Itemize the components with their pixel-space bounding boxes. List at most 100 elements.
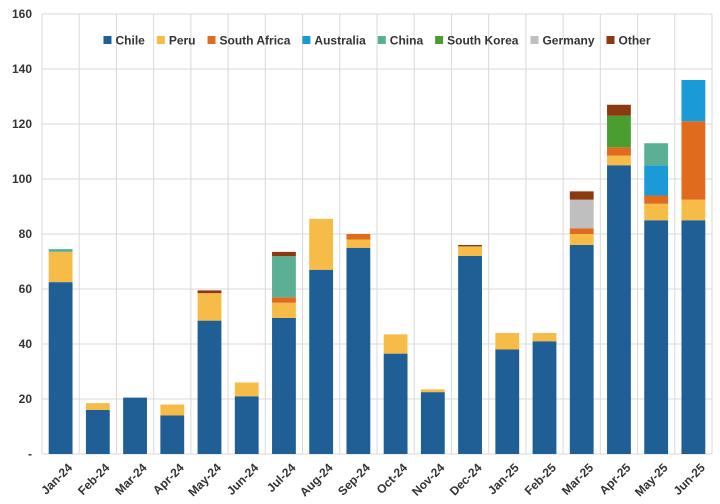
bar-segment-peru bbox=[48, 251, 73, 283]
y-tick-label: 40 bbox=[19, 337, 33, 351]
grid bbox=[41, 13, 713, 455]
bar-segment-chile bbox=[532, 341, 557, 454]
x-tick-label: Jul-24 bbox=[264, 460, 299, 495]
legend: Chile Peru South Africa Australia China South… bbox=[103, 34, 651, 48]
bar-segment-peru bbox=[346, 239, 371, 248]
legend-swatch bbox=[377, 36, 386, 44]
bar-segment-chile bbox=[160, 415, 185, 454]
legend-label: Other bbox=[619, 34, 651, 48]
y-tick-label: 20 bbox=[19, 392, 33, 406]
x-tick-label: Oct-24 bbox=[374, 460, 411, 497]
x-tick-label: Jun-25 bbox=[671, 460, 708, 497]
bar-segment-peru bbox=[569, 234, 594, 245]
bar-segment-south-africa bbox=[569, 228, 594, 234]
y-tick-label: 80 bbox=[19, 227, 33, 241]
x-tick-label: Jun-24 bbox=[224, 460, 261, 497]
bar-segment-australia bbox=[644, 165, 669, 196]
x-tick-label: Jan-24 bbox=[38, 460, 75, 497]
x-tick-label: Mar-25 bbox=[559, 460, 596, 497]
bar-segment-peru bbox=[420, 389, 445, 393]
bar-segment-peru bbox=[607, 155, 631, 166]
legend-swatch bbox=[103, 36, 112, 44]
bar-segment-chile bbox=[85, 410, 110, 454]
bar-segment-chile bbox=[309, 269, 334, 454]
bar-segment-chile bbox=[272, 317, 296, 454]
x-tick-label: Aug-24 bbox=[297, 460, 336, 499]
bars bbox=[48, 80, 706, 454]
x-tick-label: Apr-25 bbox=[597, 460, 634, 497]
bar-segment-peru bbox=[644, 203, 669, 221]
bar-segment-peru bbox=[532, 333, 557, 342]
legend-label: Peru bbox=[169, 34, 196, 48]
bar-segment-chile bbox=[644, 220, 669, 454]
bar-segment-peru bbox=[458, 246, 482, 256]
legend-swatch bbox=[302, 36, 311, 44]
bar-segment-chile bbox=[569, 245, 594, 454]
legend-label: Germany bbox=[542, 34, 594, 48]
bar-segment-chile bbox=[458, 256, 482, 454]
x-tick-label: May-25 bbox=[632, 460, 671, 499]
x-tick-label: Dec-24 bbox=[447, 460, 485, 498]
bar-segment-other bbox=[458, 245, 482, 247]
bar-segment-chile bbox=[234, 396, 259, 454]
x-tick-label: May-24 bbox=[185, 460, 224, 499]
legend-swatch bbox=[530, 36, 539, 44]
bar-segment-peru bbox=[160, 404, 185, 416]
bar-segment-other bbox=[197, 290, 222, 294]
bar-segment-chile bbox=[383, 353, 408, 454]
bar-segment-south-africa bbox=[346, 234, 371, 240]
x-tick-label: Apr-24 bbox=[150, 460, 187, 497]
bar-segment-china bbox=[272, 256, 296, 298]
x-tick-label: Feb-25 bbox=[522, 460, 559, 497]
bar-segment-peru bbox=[85, 403, 110, 410]
y-tick-label: 160 bbox=[12, 7, 32, 21]
y-tick-label: 120 bbox=[12, 117, 32, 131]
x-tick-label: Sep-24 bbox=[335, 460, 373, 498]
bar-segment-germany bbox=[569, 199, 594, 229]
y-tick-label: 140 bbox=[12, 62, 32, 76]
bar-segment-other bbox=[569, 191, 594, 200]
y-tick-label: - bbox=[28, 447, 32, 461]
bar-segment-chile bbox=[495, 349, 520, 454]
bar-segment-other bbox=[272, 251, 296, 256]
bar-segment-south-africa bbox=[607, 147, 631, 156]
x-tick-label: Mar-24 bbox=[112, 460, 149, 497]
bar-segment-chile bbox=[48, 282, 73, 454]
bar-segment-peru bbox=[197, 293, 222, 321]
bar-segment-chile bbox=[420, 392, 445, 454]
legend-label: Chile bbox=[115, 34, 145, 48]
bar-segment-chile bbox=[607, 165, 631, 454]
bar-segment-chile bbox=[681, 220, 706, 454]
bar-segment-peru bbox=[383, 334, 408, 354]
x-tick-label: Feb-24 bbox=[75, 460, 112, 497]
y-axis-ticks: - 20 40 60 80 100 120 140 160 bbox=[12, 7, 32, 461]
bar-segment-australia bbox=[681, 80, 706, 122]
y-tick-label: 60 bbox=[19, 282, 33, 296]
bar-segment-peru bbox=[681, 199, 706, 221]
bar-segment-peru bbox=[495, 333, 520, 350]
bar-segment-chile bbox=[197, 320, 222, 454]
legend-swatch bbox=[435, 36, 444, 44]
bar-segment-peru bbox=[272, 302, 296, 318]
bar-segment-south-korea bbox=[607, 115, 631, 148]
bar-segment-china bbox=[644, 143, 669, 166]
bar-segment-other bbox=[607, 104, 631, 116]
bar-segment-peru bbox=[309, 218, 334, 270]
bar-segment-chile bbox=[346, 247, 371, 454]
legend-label: Australia bbox=[314, 34, 366, 48]
x-tick-label: Jan-25 bbox=[485, 460, 522, 497]
legend-swatch bbox=[156, 36, 165, 44]
legend-label: South Korea bbox=[447, 34, 519, 48]
x-tick-label: Nov-24 bbox=[409, 460, 447, 498]
bar-segment-south-africa bbox=[644, 195, 669, 204]
legend-label: South Africa bbox=[220, 34, 291, 48]
legend-label: China bbox=[390, 34, 424, 48]
y-tick-label: 100 bbox=[12, 172, 32, 186]
bar-segment-south-africa bbox=[272, 297, 296, 303]
bar-segment-chile bbox=[123, 397, 147, 454]
bar-segment-south-africa bbox=[681, 121, 706, 200]
bar-segment-china bbox=[48, 249, 73, 252]
legend-swatch bbox=[207, 36, 216, 44]
